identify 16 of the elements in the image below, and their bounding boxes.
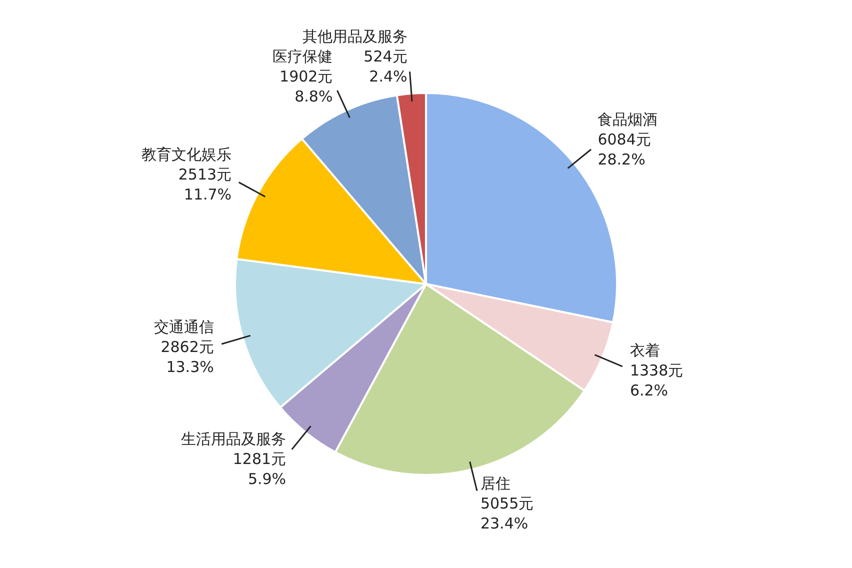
slice-label: 交通通信 (154, 318, 214, 336)
data-label: 5055元 23.4% (480, 494, 534, 532)
data-label: 1902元 8.8% (280, 68, 333, 106)
slice-label: 生活用品及服务 (181, 430, 286, 448)
slice-label: 其他用品及服务 (302, 28, 408, 46)
slice-label: 衣着 (630, 342, 660, 360)
data-label: 1281元 5.9% (232, 450, 286, 488)
slice-label: 食品烟酒 (598, 110, 658, 128)
data-label: 2862元 13.3% (160, 338, 214, 376)
slice-label: 教育文化娱乐 (142, 146, 232, 164)
data-label: 2513元 11.7% (178, 166, 232, 204)
data-label: 1338元 6.2% (630, 362, 684, 400)
data-label: 524元 2.4% (364, 48, 408, 86)
data-label: 6084元 28.2% (598, 130, 651, 168)
slice-label: 居住 (480, 474, 510, 492)
slice-label: 医疗保健 (272, 48, 333, 66)
